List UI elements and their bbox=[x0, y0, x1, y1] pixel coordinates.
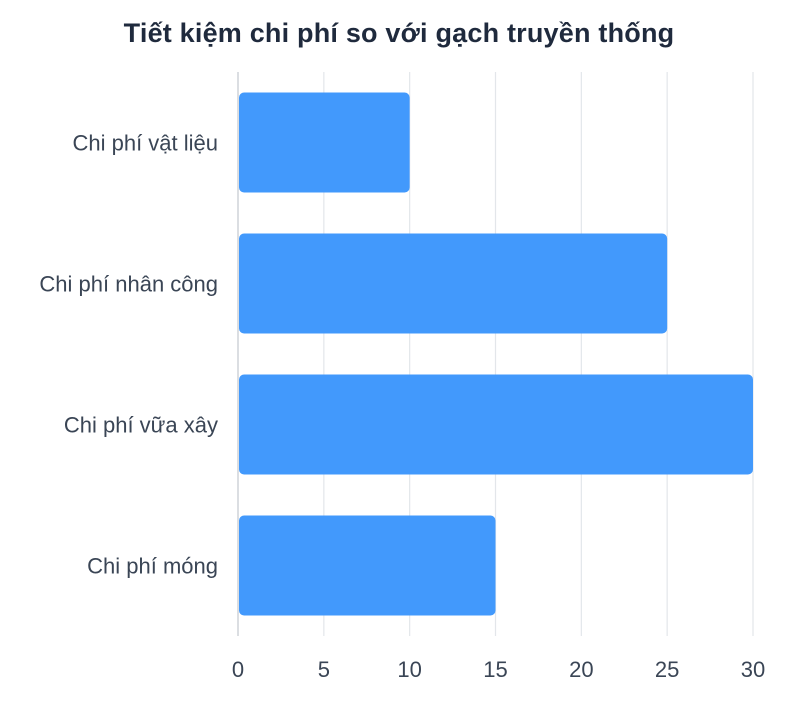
bar bbox=[239, 374, 753, 475]
category-label: Chi phí nhân công bbox=[39, 272, 218, 297]
x-tick-label: 0 bbox=[232, 657, 244, 682]
chart-title: Tiết kiệm chi phí so với gạch truyền thố… bbox=[123, 18, 675, 48]
bar bbox=[239, 233, 668, 334]
bar-layer bbox=[239, 92, 753, 616]
category-label: Chi phí móng bbox=[87, 554, 218, 579]
x-tick-label: 10 bbox=[397, 657, 421, 682]
x-tick-label: 25 bbox=[655, 657, 679, 682]
x-tick-label: 5 bbox=[318, 657, 330, 682]
category-label: Chi phí vữa xây bbox=[64, 413, 218, 438]
bar bbox=[239, 92, 410, 193]
label-layer: 0 5 10 15 20 25 30 Chi phí vật liệu Chi phí nhân… bbox=[39, 131, 765, 683]
x-tick-label: 30 bbox=[741, 657, 765, 682]
x-tick-label: 20 bbox=[569, 657, 593, 682]
bar bbox=[239, 515, 496, 616]
x-tick-label: 15 bbox=[483, 657, 507, 682]
category-label: Chi phí vật liệu bbox=[72, 131, 218, 156]
